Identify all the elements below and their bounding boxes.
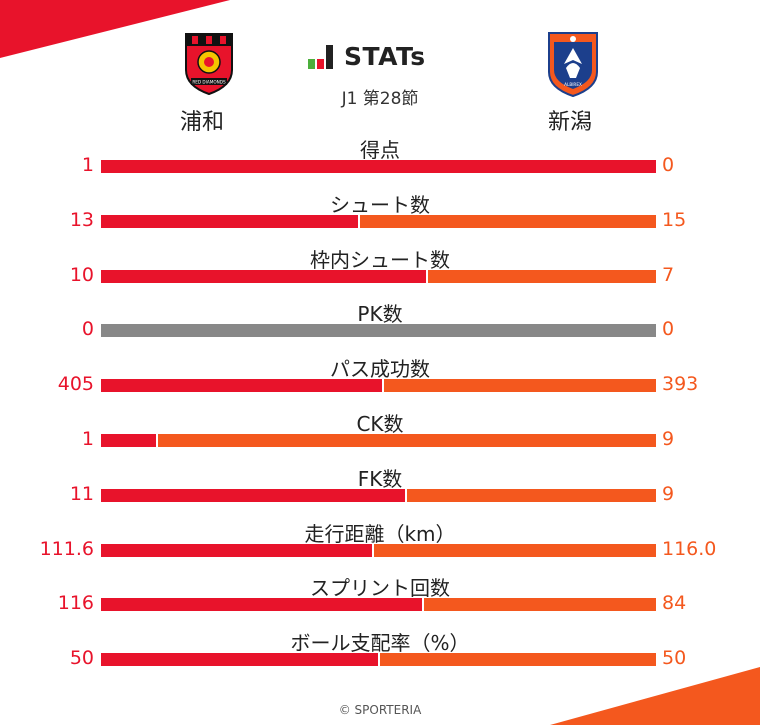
stat-row: PK数 0 0: [0, 301, 760, 357]
away-bar: [374, 543, 656, 557]
bar-divider: [378, 653, 380, 667]
brand-title: STATs: [344, 41, 426, 71]
stat-bar: [101, 598, 656, 612]
away-bar: [360, 214, 656, 228]
home-crest-lettering: RED DIAMONDS: [192, 80, 226, 85]
stat-bar: [101, 160, 656, 173]
bar-divider: [422, 598, 424, 612]
stat-label: スプリント回数: [310, 576, 450, 601]
match-round: J1 第28節: [341, 89, 419, 109]
bar-divider: [358, 214, 360, 228]
home-bar: [101, 653, 378, 667]
stat-label: FK数: [357, 466, 403, 491]
away-crest-lettering: ALBIREX: [564, 82, 582, 87]
stat-label: 走行距離（km）: [304, 521, 456, 546]
home-value: 116: [57, 592, 94, 615]
stat-row: 枠内シュート数 10 7: [0, 247, 760, 303]
home-bar: [101, 434, 156, 447]
home-value: 111.6: [39, 537, 94, 560]
home-value: 13: [69, 208, 94, 231]
neutral-bar: [101, 324, 656, 338]
away-bar: [158, 434, 656, 447]
home-value: 1: [81, 428, 94, 450]
home-bar: [101, 160, 656, 173]
stat-row: 得点 1 0: [0, 137, 760, 193]
stat-row: スプリント回数 116 84: [0, 575, 760, 631]
stat-label: CK数: [356, 412, 404, 436]
home-team-name: 浦和: [180, 110, 225, 135]
stat-label: ボール支配率（%）: [290, 631, 470, 656]
bar-divider: [426, 269, 428, 283]
home-value: 10: [69, 263, 94, 286]
home-value: 11: [69, 482, 94, 505]
copyright: © SPORTERIA: [338, 703, 422, 717]
away-team-name: 新潟: [548, 110, 593, 135]
away-value: 9: [662, 428, 675, 450]
away-value: 0: [662, 318, 675, 341]
away-value: 15: [662, 208, 687, 231]
stat-row: ボール支配率（%） 50 50: [0, 630, 760, 686]
away-value: 393: [662, 373, 699, 396]
home-value: 405: [57, 373, 94, 396]
home-value: 50: [69, 647, 94, 670]
stat-row: CK数 1 9: [0, 411, 760, 467]
home-team-crest: RED DIAMONDS: [185, 33, 233, 96]
stat-row: シュート数 13 15: [0, 192, 760, 248]
home-value: 1: [81, 154, 94, 176]
stats-logo-icon: [308, 45, 333, 69]
stat-bar: [101, 434, 656, 447]
home-value: 0: [81, 318, 94, 341]
bar-divider: [405, 488, 407, 502]
away-value: 116.0: [662, 537, 717, 560]
stat-bar: [101, 379, 656, 393]
away-bar: [380, 653, 656, 667]
stat-bar: [101, 269, 656, 283]
home-bar: [101, 379, 382, 393]
stat-label: 得点: [360, 138, 400, 162]
away-value: 7: [662, 263, 675, 286]
home-bar: [101, 488, 405, 502]
stat-bar: [101, 488, 656, 502]
stat-label: シュート数: [330, 192, 430, 217]
stat-label: パス成功数: [330, 357, 430, 382]
brand-header: STATs: [308, 40, 426, 72]
away-team-crest: ALBIREX: [548, 32, 598, 98]
stat-bar: [101, 214, 656, 228]
stat-label: PK数: [357, 302, 403, 327]
stat-bar: [101, 324, 656, 338]
stat-row: パス成功数 405 393: [0, 356, 760, 412]
corner-decoration-bottom-right: [550, 667, 760, 725]
away-value: 0: [662, 154, 675, 176]
away-value: 9: [662, 482, 675, 505]
away-bar: [428, 269, 656, 283]
stat-label: 枠内シュート数: [310, 247, 450, 272]
stat-row: FK数 11 9: [0, 466, 760, 522]
away-value: 84: [662, 592, 687, 615]
home-bar: [101, 598, 422, 612]
stat-bar: [101, 653, 656, 667]
home-bar: [101, 214, 358, 228]
away-bar: [407, 488, 656, 502]
bar-divider: [156, 434, 158, 447]
away-value: 50: [662, 647, 687, 670]
home-bar: [101, 269, 426, 283]
stat-row: 走行距離（km） 111.6 116.0: [0, 521, 760, 577]
home-bar: [101, 543, 372, 557]
away-bar: [384, 379, 656, 393]
away-bar: [424, 598, 656, 612]
bar-divider: [372, 543, 374, 557]
bar-divider: [382, 379, 384, 393]
stat-bar: [101, 543, 656, 557]
